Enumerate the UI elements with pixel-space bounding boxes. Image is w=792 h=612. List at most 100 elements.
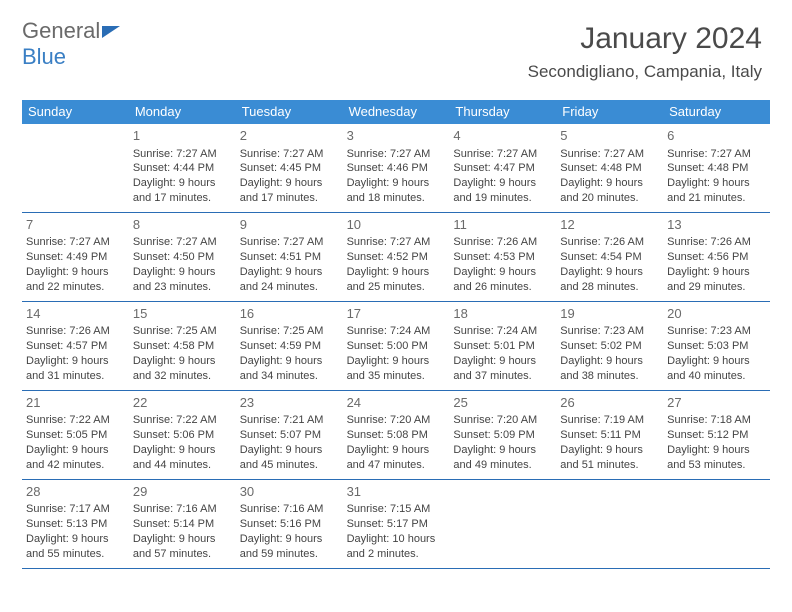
day-cell: 8Sunrise: 7:27 AMSunset: 4:50 PMDaylight…	[129, 213, 236, 301]
sunrise-text: Sunrise: 7:22 AM	[26, 413, 125, 428]
day-number: 13	[667, 216, 766, 234]
sunrise-text: Sunrise: 7:27 AM	[667, 147, 766, 162]
week-row: 28Sunrise: 7:17 AMSunset: 5:13 PMDayligh…	[22, 480, 770, 569]
daylight-text: Daylight: 9 hours and 42 minutes.	[26, 443, 125, 473]
day-cell: 28Sunrise: 7:17 AMSunset: 5:13 PMDayligh…	[22, 480, 129, 568]
day-number: 10	[347, 216, 446, 234]
sunset-text: Sunset: 5:00 PM	[347, 339, 446, 354]
calendar: SundayMondayTuesdayWednesdayThursdayFrid…	[22, 100, 770, 569]
daylight-text: Daylight: 9 hours and 24 minutes.	[240, 265, 339, 295]
day-cell: 11Sunrise: 7:26 AMSunset: 4:53 PMDayligh…	[449, 213, 556, 301]
day-number: 15	[133, 305, 232, 323]
sunset-text: Sunset: 4:59 PM	[240, 339, 339, 354]
day-number: 21	[26, 394, 125, 412]
day-number: 30	[240, 483, 339, 501]
sunset-text: Sunset: 5:05 PM	[26, 428, 125, 443]
day-number: 8	[133, 216, 232, 234]
day-cell: 5Sunrise: 7:27 AMSunset: 4:48 PMDaylight…	[556, 124, 663, 212]
sunrise-text: Sunrise: 7:26 AM	[667, 235, 766, 250]
daylight-text: Daylight: 9 hours and 38 minutes.	[560, 354, 659, 384]
sunset-text: Sunset: 4:48 PM	[667, 161, 766, 176]
sunrise-text: Sunrise: 7:27 AM	[347, 235, 446, 250]
sunset-text: Sunset: 4:47 PM	[453, 161, 552, 176]
sunset-text: Sunset: 5:09 PM	[453, 428, 552, 443]
day-number: 27	[667, 394, 766, 412]
sunrise-text: Sunrise: 7:27 AM	[133, 235, 232, 250]
day-cell: 6Sunrise: 7:27 AMSunset: 4:48 PMDaylight…	[663, 124, 770, 212]
sunset-text: Sunset: 4:58 PM	[133, 339, 232, 354]
sunrise-text: Sunrise: 7:19 AM	[560, 413, 659, 428]
daylight-text: Daylight: 9 hours and 59 minutes.	[240, 532, 339, 562]
daylight-text: Daylight: 9 hours and 31 minutes.	[26, 354, 125, 384]
brand-part2: Blue	[22, 44, 66, 69]
day-cell: 13Sunrise: 7:26 AMSunset: 4:56 PMDayligh…	[663, 213, 770, 301]
sunrise-text: Sunrise: 7:15 AM	[347, 502, 446, 517]
sunset-text: Sunset: 4:48 PM	[560, 161, 659, 176]
daylight-text: Daylight: 9 hours and 23 minutes.	[133, 265, 232, 295]
day-number: 24	[347, 394, 446, 412]
day-cell: 15Sunrise: 7:25 AMSunset: 4:58 PMDayligh…	[129, 302, 236, 390]
day-cell: 26Sunrise: 7:19 AMSunset: 5:11 PMDayligh…	[556, 391, 663, 479]
sunrise-text: Sunrise: 7:21 AM	[240, 413, 339, 428]
title-block: January 2024 Secondigliano, Campania, It…	[528, 22, 762, 82]
day-cell: 1Sunrise: 7:27 AMSunset: 4:44 PMDaylight…	[129, 124, 236, 212]
weekday-label: Saturday	[663, 100, 770, 124]
sunrise-text: Sunrise: 7:26 AM	[453, 235, 552, 250]
weekday-label: Monday	[129, 100, 236, 124]
daylight-text: Daylight: 9 hours and 35 minutes.	[347, 354, 446, 384]
day-number: 17	[347, 305, 446, 323]
day-cell: 30Sunrise: 7:16 AMSunset: 5:16 PMDayligh…	[236, 480, 343, 568]
day-cell: 24Sunrise: 7:20 AMSunset: 5:08 PMDayligh…	[343, 391, 450, 479]
week-row: 1Sunrise: 7:27 AMSunset: 4:44 PMDaylight…	[22, 124, 770, 213]
day-number: 3	[347, 127, 446, 145]
daylight-text: Daylight: 9 hours and 51 minutes.	[560, 443, 659, 473]
day-cell	[663, 480, 770, 568]
day-number: 16	[240, 305, 339, 323]
week-row: 21Sunrise: 7:22 AMSunset: 5:05 PMDayligh…	[22, 391, 770, 480]
daylight-text: Daylight: 9 hours and 17 minutes.	[133, 176, 232, 206]
day-cell: 21Sunrise: 7:22 AMSunset: 5:05 PMDayligh…	[22, 391, 129, 479]
day-cell: 19Sunrise: 7:23 AMSunset: 5:02 PMDayligh…	[556, 302, 663, 390]
sunrise-text: Sunrise: 7:27 AM	[240, 235, 339, 250]
sunrise-text: Sunrise: 7:20 AM	[453, 413, 552, 428]
sunrise-text: Sunrise: 7:23 AM	[667, 324, 766, 339]
day-number: 19	[560, 305, 659, 323]
sunset-text: Sunset: 5:03 PM	[667, 339, 766, 354]
daylight-text: Daylight: 9 hours and 18 minutes.	[347, 176, 446, 206]
sunrise-text: Sunrise: 7:24 AM	[453, 324, 552, 339]
day-cell: 3Sunrise: 7:27 AMSunset: 4:46 PMDaylight…	[343, 124, 450, 212]
daylight-text: Daylight: 9 hours and 26 minutes.	[453, 265, 552, 295]
sunset-text: Sunset: 5:12 PM	[667, 428, 766, 443]
day-number: 14	[26, 305, 125, 323]
day-number: 22	[133, 394, 232, 412]
location: Secondigliano, Campania, Italy	[528, 62, 762, 82]
day-cell: 9Sunrise: 7:27 AMSunset: 4:51 PMDaylight…	[236, 213, 343, 301]
week-row: 14Sunrise: 7:26 AMSunset: 4:57 PMDayligh…	[22, 302, 770, 391]
day-number: 9	[240, 216, 339, 234]
brand-part1: General	[22, 18, 100, 43]
daylight-text: Daylight: 9 hours and 44 minutes.	[133, 443, 232, 473]
daylight-text: Daylight: 9 hours and 19 minutes.	[453, 176, 552, 206]
day-number: 28	[26, 483, 125, 501]
day-cell	[449, 480, 556, 568]
sunset-text: Sunset: 4:54 PM	[560, 250, 659, 265]
daylight-text: Daylight: 9 hours and 29 minutes.	[667, 265, 766, 295]
day-number: 1	[133, 127, 232, 145]
sunset-text: Sunset: 5:11 PM	[560, 428, 659, 443]
month-title: January 2024	[528, 22, 762, 56]
day-cell: 31Sunrise: 7:15 AMSunset: 5:17 PMDayligh…	[343, 480, 450, 568]
sunrise-text: Sunrise: 7:18 AM	[667, 413, 766, 428]
day-number: 6	[667, 127, 766, 145]
day-cell: 16Sunrise: 7:25 AMSunset: 4:59 PMDayligh…	[236, 302, 343, 390]
day-number: 20	[667, 305, 766, 323]
daylight-text: Daylight: 9 hours and 25 minutes.	[347, 265, 446, 295]
sunset-text: Sunset: 5:14 PM	[133, 517, 232, 532]
sunrise-text: Sunrise: 7:25 AM	[133, 324, 232, 339]
brand-logo: General Blue	[22, 18, 120, 70]
weekday-label: Friday	[556, 100, 663, 124]
daylight-text: Daylight: 9 hours and 28 minutes.	[560, 265, 659, 295]
daylight-text: Daylight: 9 hours and 55 minutes.	[26, 532, 125, 562]
day-number: 7	[26, 216, 125, 234]
day-cell: 17Sunrise: 7:24 AMSunset: 5:00 PMDayligh…	[343, 302, 450, 390]
day-cell: 20Sunrise: 7:23 AMSunset: 5:03 PMDayligh…	[663, 302, 770, 390]
